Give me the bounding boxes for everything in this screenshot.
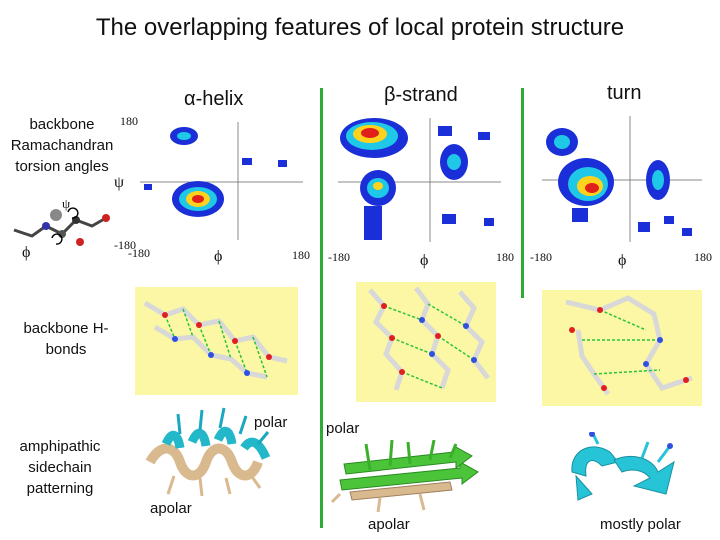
sidechain-turn-cartoon [571, 432, 675, 501]
ramachandran-strand-plot [338, 118, 501, 242]
helix-header: α-helix [184, 88, 244, 110]
row-label-ramachandran: backbone Ramachandran torsion angles [10, 116, 114, 175]
hbonds-strand-panel [356, 282, 496, 402]
strand-apolar-label: apolar [368, 516, 410, 533]
psi-max-tick: 180 [120, 114, 138, 128]
density-patch [572, 208, 588, 222]
nitrogen-atoms [419, 317, 477, 363]
helix-apolar-label: apolar [150, 500, 192, 517]
density-patch [438, 126, 452, 136]
backbone-atom [76, 238, 84, 246]
molecule-phi-symbol: ϕ [22, 244, 31, 261]
helix-density-region [172, 181, 224, 217]
turn-phi-max-tick: 180 [694, 250, 712, 264]
strand-phi-max-tick: 180 [496, 250, 514, 264]
hbond-lines [383, 303, 475, 389]
molecule-psi-symbol: ψ [62, 196, 71, 211]
apolar-sidechains [166, 473, 262, 497]
oxygen-atoms [381, 303, 441, 375]
helix-ribbon-back [145, 443, 263, 481]
density-patch [664, 216, 674, 224]
helix-polar-label: polar [254, 414, 288, 431]
density-patch [242, 158, 252, 165]
strand-header: β-strand [384, 84, 458, 106]
psi-rotation-arrow [67, 207, 79, 219]
page-title: The overlapping features of local protei… [95, 14, 625, 41]
strand-backbone [414, 286, 451, 389]
strand-density-region [340, 118, 408, 158]
turn-phi-min-tick: -180 [530, 250, 552, 264]
density-patch [144, 184, 152, 190]
turn-density-region [558, 158, 614, 206]
upper-density-region [546, 128, 578, 156]
turn-polar-label: mostly polar [600, 516, 681, 533]
turn-phi-axis-label: ϕ [618, 252, 627, 269]
polar-sidechains [364, 440, 458, 471]
hbonds-helix-panel [135, 287, 298, 395]
row-label-hbonds: backbone H-bonds [23, 320, 109, 358]
strand-apolar-face [349, 481, 453, 501]
left-handed-density-region [646, 160, 670, 200]
turn-backbone [565, 295, 693, 391]
hbonds-turn-panel [542, 290, 702, 406]
helix-phi-max-tick: 180 [292, 248, 310, 262]
psi-axis-label: ψ [114, 174, 125, 191]
phi-rotation-arrow [51, 233, 63, 245]
turn-header: turn [607, 82, 642, 104]
strand-backbone [458, 290, 490, 380]
nitrogen-atoms [643, 337, 663, 367]
backbone-atom [102, 214, 110, 222]
density-patch [278, 160, 287, 167]
apolar-sidechains [330, 492, 426, 513]
backbone-atom [42, 222, 50, 230]
row-label-sidechain: amphipathic sidechain patterning [19, 438, 101, 497]
psi-min-tick: -180 [114, 238, 136, 252]
separator-helix-strand [320, 88, 323, 528]
strand-phi-axis-label: ϕ [420, 252, 429, 269]
hbond-lines [582, 309, 661, 375]
helix-phi-axis-label: ϕ [214, 248, 223, 265]
oxygen-atoms [162, 312, 272, 360]
density-patch [484, 218, 494, 226]
hbond-lines [164, 308, 268, 378]
ramachandran-helix-plot [140, 122, 303, 240]
turn-backbone [575, 329, 611, 396]
strand-phi-min-tick: -180 [328, 250, 350, 264]
oxygen-atoms [569, 307, 689, 391]
helix-ribbon-front [161, 426, 271, 460]
density-patch [638, 222, 650, 232]
helix-density-region [360, 170, 396, 206]
density-patch [682, 228, 692, 236]
backbone-atom [50, 209, 62, 221]
sidechain-helix-cartoon [145, 407, 271, 497]
density-patch [442, 214, 456, 224]
helix-phi-min-tick: -180 [128, 246, 150, 260]
nitrogen-atoms [172, 336, 250, 376]
ramachandran-turn-plot [542, 116, 702, 242]
density-patch [447, 154, 461, 170]
density-patch [478, 132, 490, 140]
backbone-torsion-diagram [13, 207, 110, 246]
density-patch [364, 206, 382, 240]
sidechain-strand-cartoon [330, 440, 479, 513]
nitrogen-atoms [589, 432, 673, 449]
separator-strand-turn [521, 88, 524, 298]
turn-ribbon [571, 446, 675, 501]
polar-sidechains [176, 407, 270, 445]
strand-polar-label: polar [326, 420, 360, 437]
beta-density-region [170, 127, 198, 145]
